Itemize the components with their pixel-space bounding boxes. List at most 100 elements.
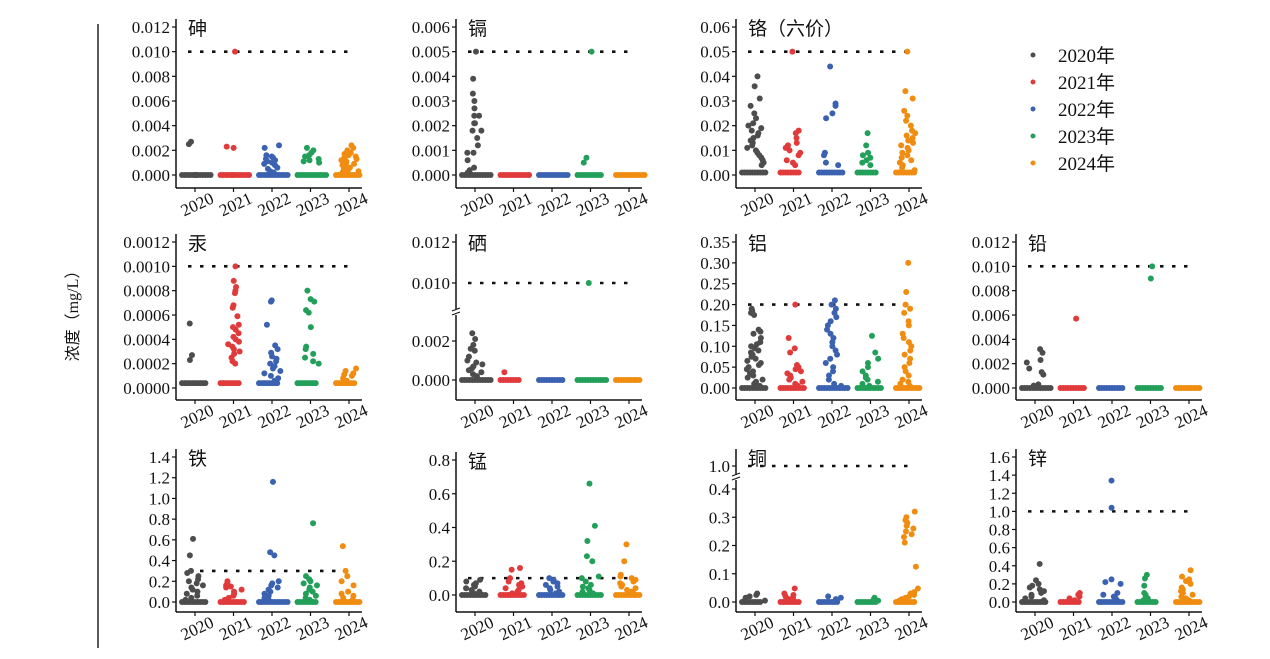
data-point (621, 558, 628, 565)
data-point (864, 359, 871, 366)
y-tick-label: 0.8 (149, 510, 170, 529)
series-2023年 (574, 280, 610, 383)
data-point (187, 567, 194, 574)
data-point (469, 371, 476, 378)
data-point (905, 318, 912, 325)
data-point (1029, 582, 1036, 589)
data-point (757, 334, 764, 341)
legend: 2020年 2021年 2022年 2023年 2024年 (1030, 45, 1115, 175)
data-point (261, 370, 268, 377)
data-point (229, 172, 236, 178)
data-point (584, 538, 591, 544)
data-point (472, 580, 479, 587)
series-2021年 (497, 369, 522, 383)
x-tick-label: 2022 (535, 401, 574, 433)
data-point (864, 364, 871, 371)
data-point (758, 125, 765, 132)
data-point (234, 313, 241, 320)
data-point (351, 160, 358, 167)
data-point (875, 355, 882, 362)
series-2020年 (459, 576, 489, 598)
data-point (1076, 589, 1083, 596)
data-point (1108, 576, 1115, 583)
series-2022年 (816, 297, 851, 391)
legend-label: 2022年 (1058, 99, 1115, 121)
x-tick-label: 2022 (1095, 401, 1134, 433)
data-point (911, 599, 918, 605)
data-point (597, 592, 604, 598)
data-point (756, 382, 763, 389)
data-point (832, 100, 839, 107)
data-point (902, 301, 909, 308)
data-point (757, 599, 764, 605)
data-point (747, 349, 754, 356)
x-tick-label: 2022 (1095, 613, 1134, 645)
data-point (789, 159, 796, 166)
legend-label: 2021年 (1058, 72, 1115, 94)
data-point (750, 330, 757, 337)
data-point (348, 142, 355, 149)
data-point (866, 382, 873, 389)
data-point (225, 594, 232, 601)
data-point (1157, 385, 1164, 391)
data-point (350, 582, 357, 589)
data-point (746, 593, 753, 600)
data-point (542, 581, 549, 588)
y-tick-label: 0.35 (700, 233, 730, 252)
data-point (207, 172, 214, 178)
data-point (799, 378, 806, 385)
data-point (603, 377, 610, 383)
data-point (273, 355, 280, 362)
x-tick-label: 2022 (255, 613, 294, 645)
panel-title: 锰 (468, 451, 487, 473)
series-2023年 (1134, 571, 1159, 605)
data-point (911, 167, 918, 174)
x-tick-label: 2022 (815, 613, 854, 645)
data-point (1108, 504, 1115, 511)
data-point (274, 584, 281, 591)
panel-9: 0.0 0.1 0.2 0.3 0.4 1.0 铜 2020 2021 2022 2023 2024 (709, 448, 931, 644)
data-point (302, 354, 309, 361)
x-tick-label: 2022 (815, 401, 854, 433)
y-tick-label: 0.05 (700, 358, 730, 377)
data-point (350, 370, 357, 377)
series-2024年 (333, 543, 363, 605)
data-point (868, 332, 875, 339)
axis-break-gap (732, 474, 740, 480)
data-point (1035, 381, 1042, 388)
data-point (202, 599, 209, 605)
data-point (231, 350, 238, 357)
data-point (1028, 591, 1035, 598)
series-2022年 (816, 593, 844, 605)
data-point (275, 375, 282, 382)
data-point (623, 541, 630, 548)
series-2023年 (294, 287, 322, 387)
y-tick-label: 0.000 (972, 379, 1010, 398)
data-point (909, 135, 916, 141)
series-2024年 (893, 48, 919, 176)
y-tick-label: 0.8 (429, 451, 450, 470)
series-2020年 (1019, 346, 1054, 391)
x-tick-label: 2020 (1018, 401, 1057, 433)
data-point (827, 318, 834, 325)
y-tick-label: 1.2 (149, 469, 170, 488)
series-2021年 (497, 565, 527, 598)
y-tick-label: 0.004 (132, 117, 171, 136)
legend-marker (1030, 79, 1036, 85)
data-point (823, 115, 830, 122)
data-point (822, 359, 829, 366)
panels: 0.000 0.002 0.004 0.006 0.008 0.010 0.012 砷 2020… (123, 18, 1211, 644)
data-point (338, 590, 345, 597)
y-tick-label: 0.0010 (123, 257, 170, 276)
series-2022年 (1096, 385, 1126, 391)
data-point (910, 525, 917, 532)
y-tick-label: 0.06 (700, 18, 730, 37)
data-point (837, 594, 844, 601)
series-2021年 (217, 263, 243, 387)
data-point (312, 380, 319, 387)
y-tick-label: 0.001 (412, 141, 450, 160)
series-2020年 (1019, 560, 1049, 605)
y-tick-label: 0.006 (972, 306, 1010, 325)
data-point (1119, 599, 1126, 605)
data-point (339, 543, 346, 550)
